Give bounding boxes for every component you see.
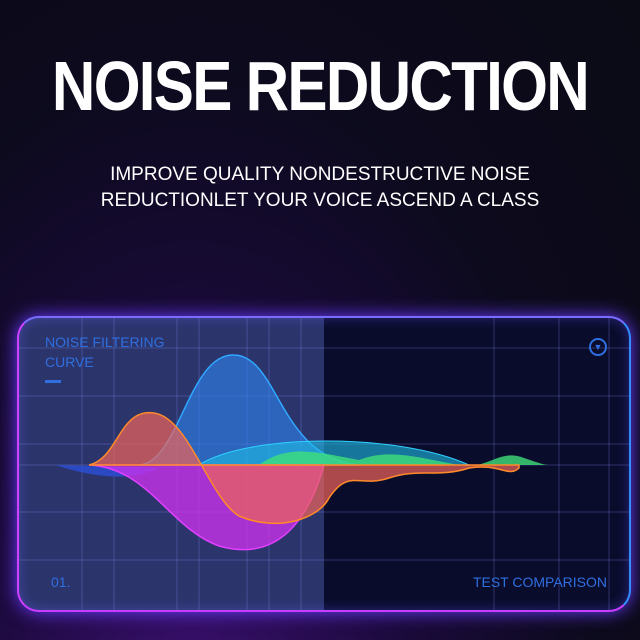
down-arrow-circle-icon[interactable]: ▼ bbox=[589, 338, 607, 356]
curve-graphic bbox=[19, 318, 629, 610]
test-comparison-label: TEST COMPARISON bbox=[472, 574, 607, 590]
orange-curve bbox=[88, 412, 520, 525]
panel-index: 01. bbox=[51, 574, 71, 590]
panel-label-line-1: NOISE FILTERING bbox=[45, 334, 165, 350]
label-underline bbox=[45, 380, 61, 383]
subtitle-line-2: REDUCTIONLET YOUR VOICE ASCEND A CLASS bbox=[100, 190, 540, 211]
subtitle-line-1: IMPROVE QUALITY NONDESTRUCTIVE NOISE bbox=[110, 164, 530, 185]
panel-label-line-2: CURVE bbox=[45, 354, 94, 370]
subtitle: IMPROVE QUALITY NONDESTRUCTIVE NOISE RED… bbox=[0, 162, 640, 214]
headline: NOISE REDUCTION bbox=[51, 47, 590, 125]
noise-curve-panel: NOISE FILTERING CURVE ▼ 01. TEST COMPARI… bbox=[17, 316, 631, 612]
green-curve bbox=[259, 451, 549, 466]
